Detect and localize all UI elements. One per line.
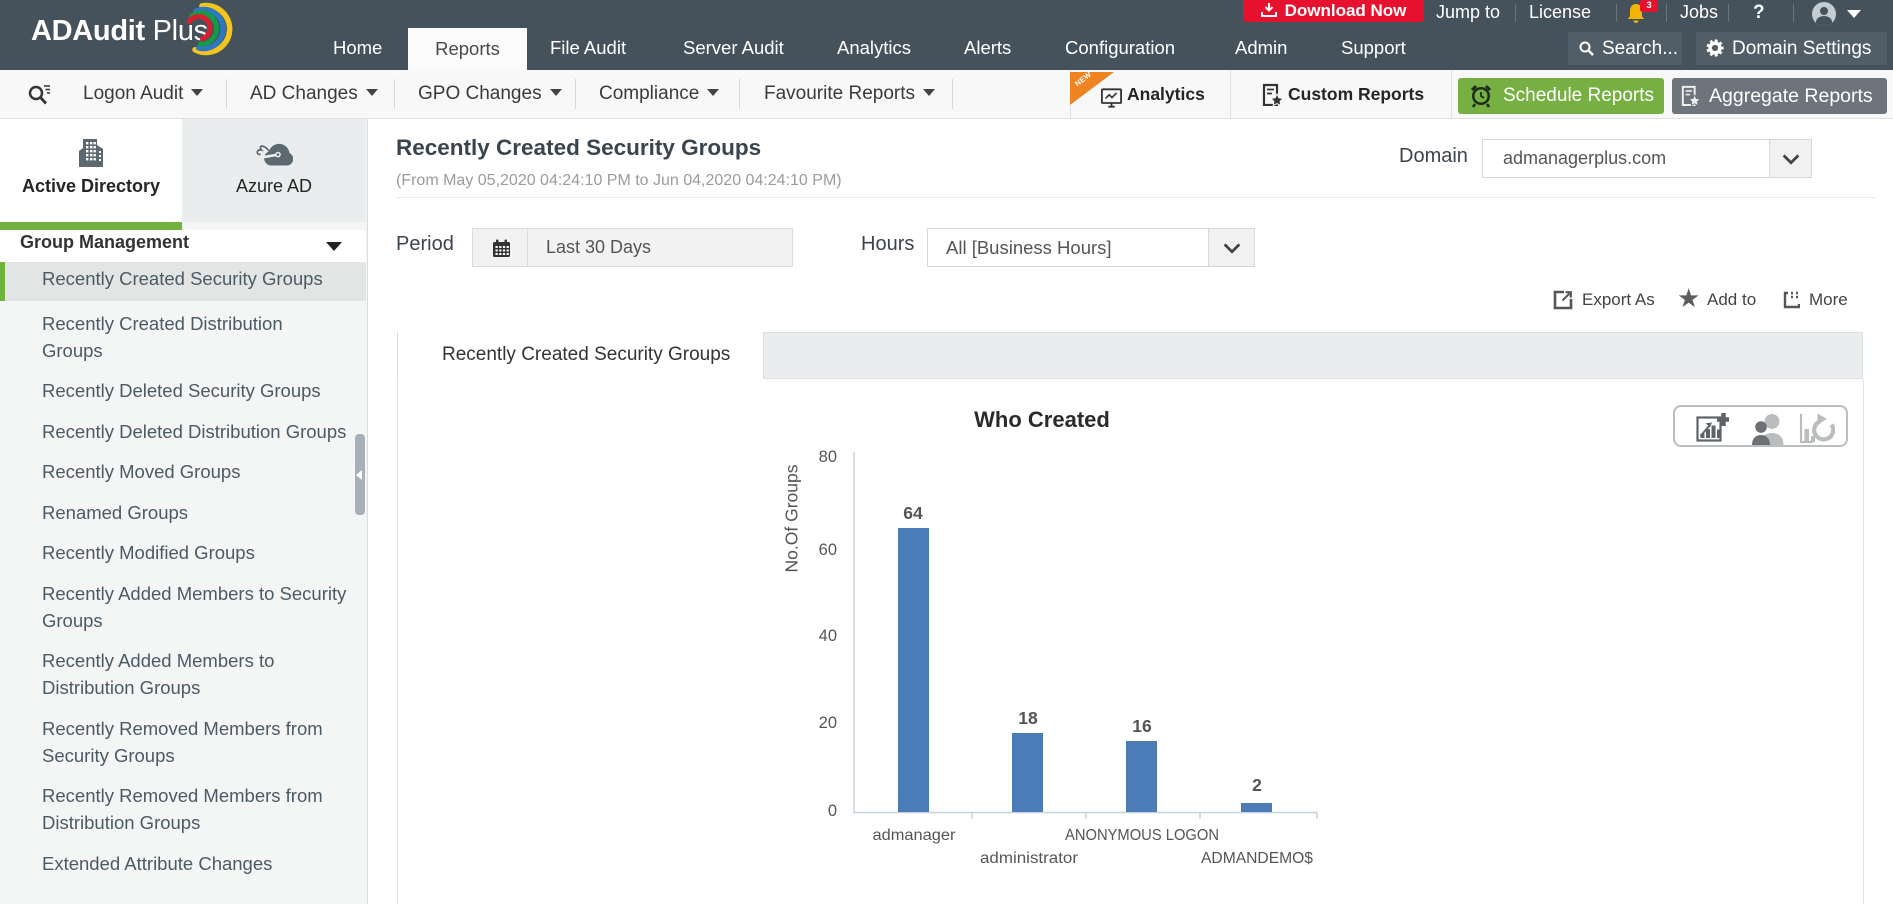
- svg-text:administrator: administrator: [980, 850, 1079, 867]
- svg-text:admanager: admanager: [873, 827, 957, 844]
- svg-text:0: 0: [828, 802, 837, 820]
- svg-text:ANONYMOUS LOGON: ANONYMOUS LOGON: [1065, 827, 1219, 844]
- svg-text:20: 20: [819, 714, 837, 732]
- svg-text:64: 64: [903, 503, 923, 523]
- svg-text:60: 60: [819, 541, 837, 559]
- svg-text:16: 16: [1132, 716, 1152, 736]
- svg-text:40: 40: [819, 627, 837, 645]
- svg-text:ADMANDEMO$: ADMANDEMO$: [1201, 850, 1313, 867]
- svg-text:2: 2: [1252, 775, 1262, 795]
- svg-text:18: 18: [1018, 708, 1038, 728]
- svg-text:80: 80: [819, 448, 837, 466]
